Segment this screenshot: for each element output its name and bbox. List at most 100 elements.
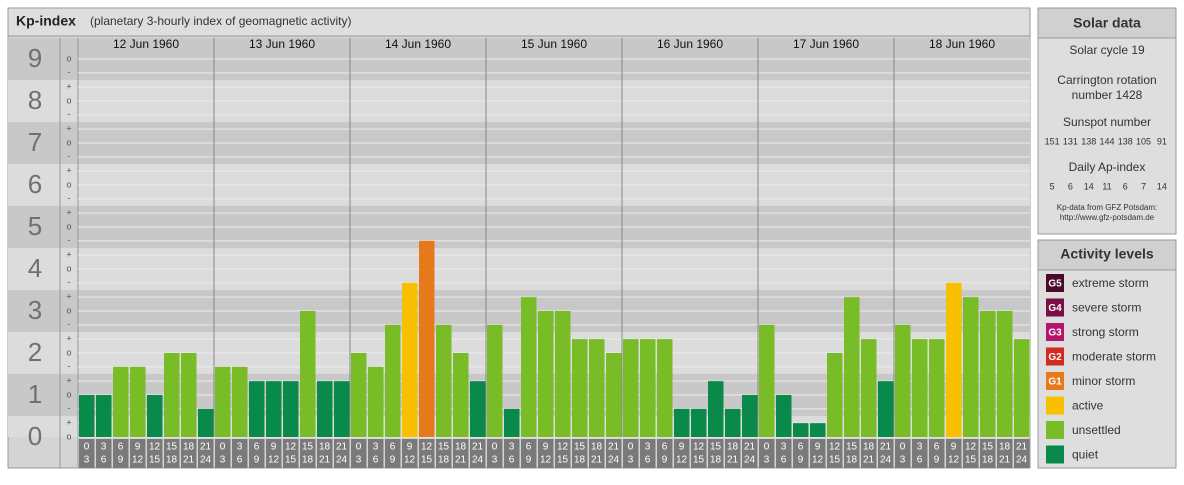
hour-box (997, 439, 1013, 468)
x-tick-label: 21 (472, 442, 484, 453)
hour-box (504, 439, 520, 468)
y-tick-label: 4 (28, 253, 42, 283)
x-tick-label: 12 (268, 455, 280, 466)
solar-number: 6 (1068, 181, 1073, 191)
bar (878, 381, 894, 437)
hour-box (368, 439, 384, 468)
x-tick-label: 3 (220, 455, 226, 466)
hour-box (113, 439, 129, 468)
x-tick-label: 18 (574, 455, 586, 466)
x-tick-label: 18 (438, 455, 450, 466)
legend-badge: G4 (1048, 303, 1062, 314)
hour-box (895, 439, 911, 468)
x-tick-label: 15 (438, 442, 450, 453)
x-tick-label: 15 (421, 455, 433, 466)
solar-number: 14 (1157, 181, 1167, 191)
bar (674, 408, 690, 437)
y-tick-label: 3 (28, 295, 42, 325)
minor-tick-label: + (66, 166, 71, 176)
bar (130, 366, 146, 437)
x-tick-label: 21 (744, 442, 756, 453)
x-tick-label: 0 (220, 442, 226, 453)
hour-box (419, 439, 435, 468)
x-tick-label: 6 (390, 442, 396, 453)
x-tick-label: 0 (356, 442, 362, 453)
x-tick-label: 0 (764, 442, 770, 453)
bar (657, 339, 673, 437)
bar (96, 395, 112, 437)
x-tick-label: 18 (999, 442, 1011, 453)
legend-swatch (1046, 445, 1064, 464)
bar (164, 353, 180, 437)
hour-box (861, 439, 877, 468)
x-tick-label: 6 (645, 455, 651, 466)
hour-box (963, 439, 979, 468)
x-tick-label: 12 (812, 455, 824, 466)
x-tick-label: 6 (781, 455, 787, 466)
legend-label: quiet (1072, 448, 1099, 462)
minor-tick-label: o (66, 431, 71, 441)
bar (793, 423, 809, 437)
bar (640, 339, 656, 437)
hour-box (164, 439, 180, 468)
bar (504, 408, 520, 437)
bar (725, 408, 741, 437)
x-tick-label: 18 (846, 455, 858, 466)
x-tick-label: 21 (183, 455, 195, 466)
x-tick-label: 21 (319, 455, 331, 466)
x-tick-label: 12 (829, 442, 841, 453)
x-tick-label: 18 (591, 442, 603, 453)
x-tick-label: 12 (557, 442, 569, 453)
x-tick-label: 9 (118, 455, 124, 466)
x-tick-label: 9 (526, 455, 532, 466)
hour-box (844, 439, 860, 468)
hour-box (334, 439, 350, 468)
solar-number: 91 (1157, 136, 1167, 146)
x-tick-label: 12 (965, 442, 977, 453)
day-label: 14 Jun 1960 (385, 37, 451, 51)
y-tick-label: 6 (28, 169, 42, 199)
x-tick-label: 21 (999, 455, 1011, 466)
hour-box (793, 439, 809, 468)
hour-box (657, 439, 673, 468)
minor-tick-label: - (68, 193, 71, 203)
solar-number: 144 (1099, 136, 1114, 146)
bar (283, 381, 299, 437)
hour-box (810, 439, 826, 468)
minor-tick-label: + (66, 292, 71, 302)
bar (1014, 339, 1030, 437)
bar (232, 366, 248, 437)
minor-tick-label: + (66, 250, 71, 260)
legend-label: unsettled (1072, 423, 1121, 437)
minor-tick-label: - (68, 277, 71, 287)
legend-badge: G3 (1048, 328, 1062, 339)
legend-label: minor storm (1072, 374, 1135, 388)
hour-box (402, 439, 418, 468)
carrington: Carrington rotation (1057, 73, 1156, 87)
bar (827, 353, 843, 437)
y-tick-label: 8 (28, 85, 42, 115)
x-tick-label: 3 (764, 455, 770, 466)
hour-box (283, 439, 299, 468)
hour-box (249, 439, 265, 468)
x-tick-label: 24 (608, 455, 620, 466)
bar (776, 395, 792, 437)
hour-box (215, 439, 231, 468)
x-tick-label: 3 (101, 442, 107, 453)
x-tick-label: 12 (404, 455, 416, 466)
bar (912, 339, 928, 437)
hour-box (555, 439, 571, 468)
chart-subtitle: (planetary 3-hourly index of geomagnetic… (90, 14, 351, 28)
x-tick-label: 6 (662, 442, 668, 453)
hour-box (912, 439, 928, 468)
minor-tick-label: o (66, 95, 71, 105)
minor-tick-label: - (68, 361, 71, 371)
x-tick-label: 9 (815, 442, 821, 453)
minor-tick-label: o (66, 305, 71, 315)
solar-number: 11 (1102, 181, 1111, 191)
solar-number: 14 (1084, 181, 1094, 191)
minor-tick-label: - (68, 151, 71, 161)
y-tick-label: 2 (28, 337, 42, 367)
bar (742, 395, 758, 437)
bar (538, 311, 554, 437)
